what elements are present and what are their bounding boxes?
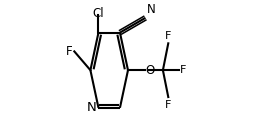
Text: F: F (165, 100, 172, 110)
Text: F: F (180, 65, 187, 75)
Text: Cl: Cl (93, 7, 104, 20)
Text: N: N (147, 3, 156, 17)
Text: O: O (145, 64, 155, 77)
Text: F: F (165, 31, 172, 41)
Text: N: N (87, 101, 97, 114)
Text: F: F (66, 45, 73, 58)
